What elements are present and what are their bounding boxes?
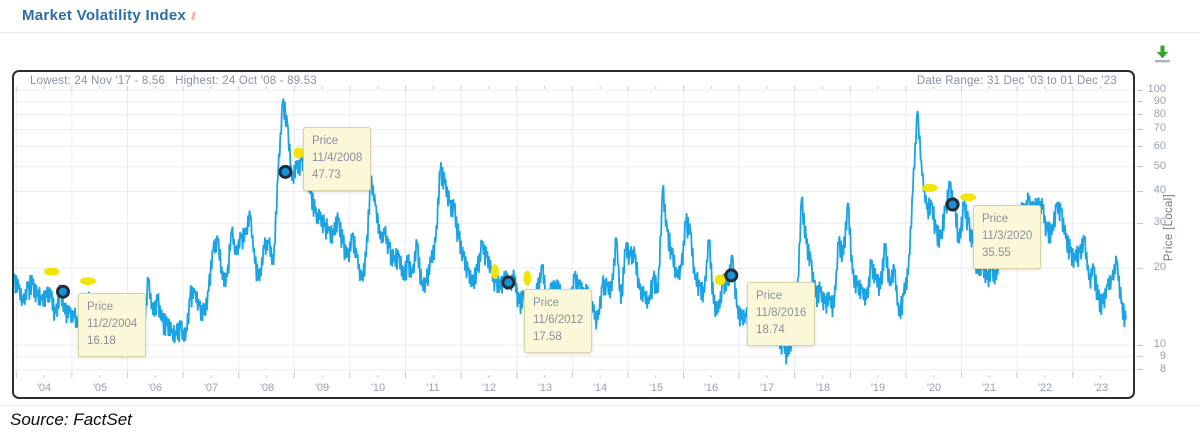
annotation-marker[interactable] xyxy=(501,275,516,290)
price-tooltip: Price 11/4/2008 47.73 xyxy=(303,127,372,191)
y-tick-label: 100 xyxy=(1147,83,1166,95)
tooltip-label: Price xyxy=(87,301,114,313)
price-tooltip: Price 11/2/2004 16.18 xyxy=(78,293,147,357)
tooltip-label: Price xyxy=(312,135,339,147)
source-note: Source: FactSet xyxy=(10,410,132,429)
chart-card: Lowest: 24 Nov '17 - 8.56 Highest: 24 Oc… xyxy=(12,70,1135,399)
y-tick xyxy=(1137,223,1143,224)
y-axis-title: Price [Local] xyxy=(1163,194,1175,262)
price-line-chart[interactable] xyxy=(14,72,1133,397)
annotation-marker[interactable] xyxy=(278,164,293,179)
x-tick-label: '11 xyxy=(426,382,440,394)
page-title-row: Market Volatility Index xyxy=(22,7,197,24)
x-tick-label: '13 xyxy=(537,382,553,394)
y-tick-label: 60 xyxy=(1153,140,1166,152)
price-tooltip: Price 11/6/2012 17.58 xyxy=(524,289,593,353)
y-tick xyxy=(1137,166,1143,167)
chart-date-range-label: Date Range: 31 Dec '03 to 01 Dec '23 xyxy=(916,75,1117,87)
download-icon xyxy=(1155,45,1170,63)
annotation-marker[interactable] xyxy=(945,197,960,212)
chart-header: Lowest: 24 Nov '17 - 8.56 Highest: 24 Oc… xyxy=(14,72,1133,87)
y-tick-label: 9 xyxy=(1159,350,1166,362)
highlight-marker xyxy=(523,270,532,286)
y-tick xyxy=(1137,101,1143,102)
tooltip-label: Price xyxy=(533,297,560,309)
price-tooltip: Price 11/3/2020 35.55 xyxy=(973,205,1042,269)
x-tick-label: '06 xyxy=(147,382,163,394)
x-tick-label: '09 xyxy=(314,382,330,394)
x-tick-label: '12 xyxy=(481,382,497,394)
download-chart-button[interactable] xyxy=(1150,44,1174,65)
x-tick-label: '07 xyxy=(203,382,219,394)
y-tick-label: 90 xyxy=(1153,95,1166,107)
axis-ticks xyxy=(15,86,1101,378)
x-tick-label: '20 xyxy=(926,382,942,394)
x-tick-label: '21 xyxy=(981,382,997,394)
tooltip-date: 11/6/2012 xyxy=(533,314,584,326)
highlight-marker xyxy=(43,267,60,276)
annotation-marker[interactable] xyxy=(56,284,70,299)
y-tick xyxy=(1137,146,1143,147)
divider-bottom xyxy=(0,405,1200,406)
x-tick-label: '14 xyxy=(592,382,608,394)
y-tick-label: 20 xyxy=(1153,261,1166,273)
tooltip-date: 11/3/2020 xyxy=(982,230,1033,242)
y-tick xyxy=(1137,356,1143,357)
y-tick-label: 30 xyxy=(1153,216,1166,228)
y-tick xyxy=(1137,90,1143,91)
x-tick-label: '10 xyxy=(370,382,386,394)
x-tick-label: '04 xyxy=(36,382,52,394)
x-tick-label: '15 xyxy=(648,382,664,394)
chart-lowest-label: Lowest: 24 Nov '17 - 8.56 xyxy=(30,75,166,87)
y-tick-label: 40 xyxy=(1153,184,1166,196)
y-tick xyxy=(1137,345,1143,346)
highlight-marker xyxy=(80,277,96,286)
tooltip-value: 47.73 xyxy=(312,169,341,181)
gridlines xyxy=(14,89,1133,378)
tooltip-value: 16.18 xyxy=(87,335,116,347)
highlight-marker xyxy=(960,193,977,202)
x-tick-label: '22 xyxy=(1037,382,1053,394)
x-tick-label: '17 xyxy=(759,382,775,394)
tooltip-value: 17.58 xyxy=(533,331,562,343)
tooltip-date: 11/4/2008 xyxy=(312,152,363,164)
x-tick-label: '05 xyxy=(92,382,108,394)
tooltip-value: 35.55 xyxy=(982,247,1011,259)
y-tick-label: 8 xyxy=(1159,363,1166,375)
y-tick xyxy=(1137,191,1143,192)
x-tick-label: '08 xyxy=(259,382,275,394)
y-tick xyxy=(1137,369,1143,370)
y-tick-label: 70 xyxy=(1153,122,1166,134)
x-tick-label: '23 xyxy=(1093,382,1109,394)
highlight-marker xyxy=(491,264,499,280)
y-tick-label: 10 xyxy=(1153,338,1166,350)
tooltip-label: Price xyxy=(756,290,783,302)
price-tooltip: Price 11/8/2016 18.74 xyxy=(747,282,816,346)
annotation-marker[interactable] xyxy=(724,268,739,283)
y-tick-label: 80 xyxy=(1153,108,1166,120)
x-tick-label: '16 xyxy=(703,382,719,394)
chart-highest-label: Highest: 24 Oct '08 - 89.53 xyxy=(175,75,317,87)
highlight-marker xyxy=(714,274,726,286)
tooltip-date: 11/2/2004 xyxy=(87,318,138,330)
y-tick-label: 50 xyxy=(1153,160,1166,172)
page-title: Market Volatility Index xyxy=(22,7,187,24)
y-tick xyxy=(1137,268,1143,269)
x-tick-label: '18 xyxy=(815,382,831,394)
divider xyxy=(0,32,1200,33)
tooltip-value: 18.74 xyxy=(756,324,785,336)
x-tick-label: '19 xyxy=(870,382,886,394)
y-tick xyxy=(1137,114,1143,115)
tooltip-date: 11/8/2016 xyxy=(756,307,807,319)
title-footnote-marker xyxy=(191,11,197,21)
y-tick xyxy=(1137,129,1143,130)
highlight-marker xyxy=(921,183,938,192)
highlight-marker xyxy=(293,147,305,159)
tooltip-label: Price xyxy=(982,213,1009,225)
